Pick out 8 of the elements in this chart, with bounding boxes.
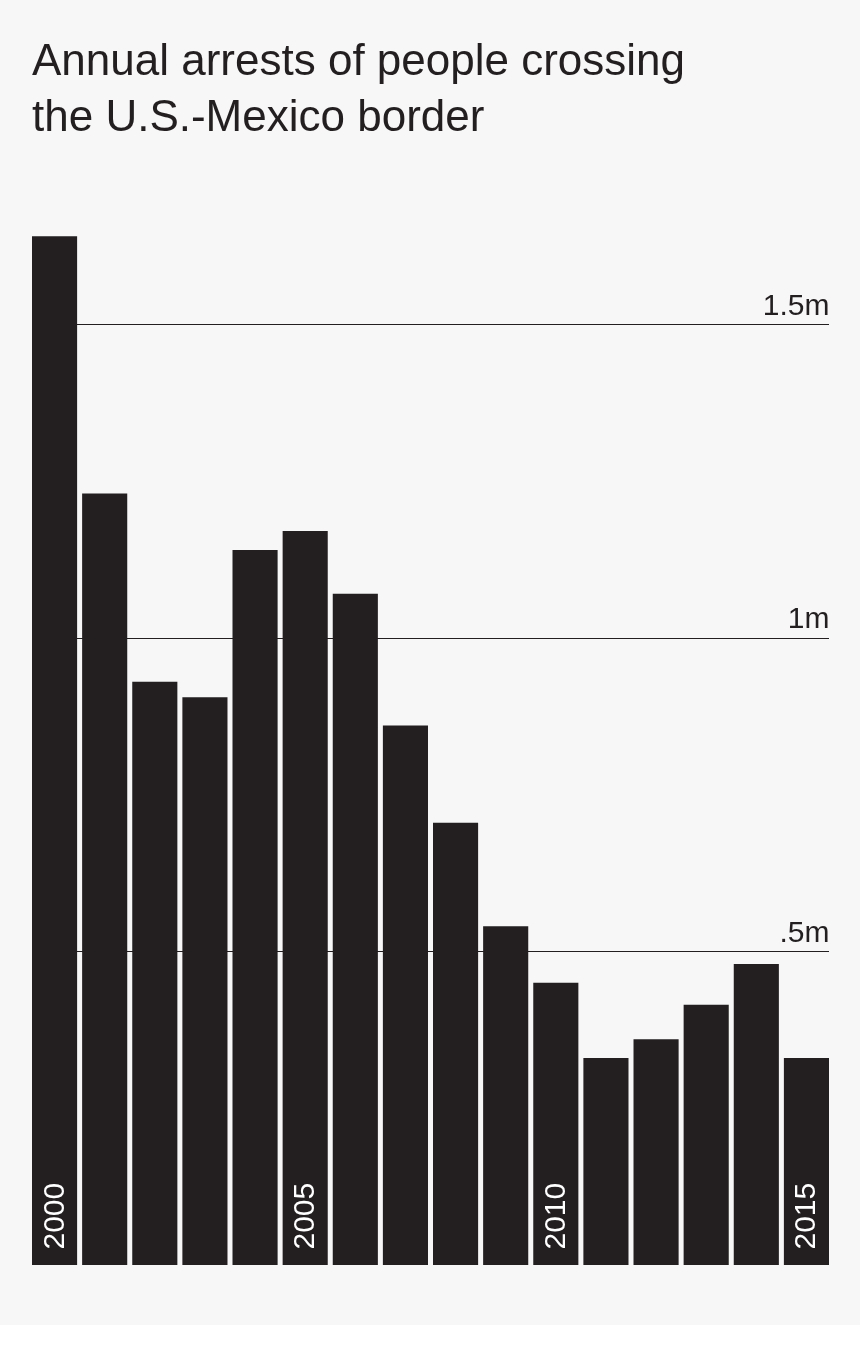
y-tick-label: 1m — [787, 601, 830, 635]
x-tick-label: 2010 — [537, 1182, 571, 1250]
x-tick-label: 2005 — [287, 1182, 321, 1250]
x-tick-label: 2000 — [36, 1182, 70, 1250]
x-tick-label: 2015 — [788, 1182, 822, 1250]
y-tick-label: 1.5m — [762, 287, 830, 321]
chart-title: Annual arrests of people crossing the U.S.-Mexico border — [32, 35, 686, 140]
y-tick-label: .5m — [779, 914, 830, 948]
